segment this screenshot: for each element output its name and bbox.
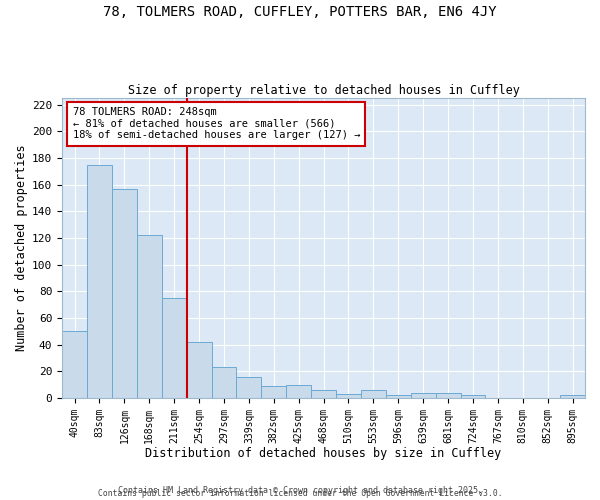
Bar: [311, 390, 336, 398]
Bar: [262, 386, 286, 398]
Bar: [162, 298, 187, 398]
Bar: [361, 390, 386, 398]
Text: Contains HM Land Registry data © Crown copyright and database right 2025.: Contains HM Land Registry data © Crown c…: [118, 486, 482, 495]
Bar: [386, 395, 411, 398]
Bar: [436, 392, 461, 398]
Text: 78 TOLMERS ROAD: 248sqm
← 81% of detached houses are smaller (566)
18% of semi-d: 78 TOLMERS ROAD: 248sqm ← 81% of detache…: [73, 107, 360, 140]
Title: Size of property relative to detached houses in Cuffley: Size of property relative to detached ho…: [128, 84, 520, 97]
Y-axis label: Number of detached properties: Number of detached properties: [15, 144, 28, 352]
Bar: [87, 165, 112, 398]
Bar: [212, 367, 236, 398]
Bar: [411, 392, 436, 398]
Bar: [187, 342, 212, 398]
Bar: [236, 376, 262, 398]
Bar: [62, 332, 87, 398]
Bar: [336, 394, 361, 398]
Text: 78, TOLMERS ROAD, CUFFLEY, POTTERS BAR, EN6 4JY: 78, TOLMERS ROAD, CUFFLEY, POTTERS BAR, …: [103, 5, 497, 19]
Bar: [461, 395, 485, 398]
Bar: [560, 395, 585, 398]
Bar: [112, 188, 137, 398]
X-axis label: Distribution of detached houses by size in Cuffley: Distribution of detached houses by size …: [145, 447, 502, 460]
Bar: [137, 236, 162, 398]
Text: Contains public sector information licensed under the Open Government Licence v3: Contains public sector information licen…: [98, 488, 502, 498]
Bar: [286, 384, 311, 398]
